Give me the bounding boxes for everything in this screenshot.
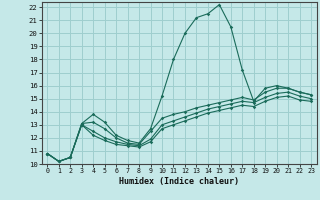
X-axis label: Humidex (Indice chaleur): Humidex (Indice chaleur) — [119, 177, 239, 186]
